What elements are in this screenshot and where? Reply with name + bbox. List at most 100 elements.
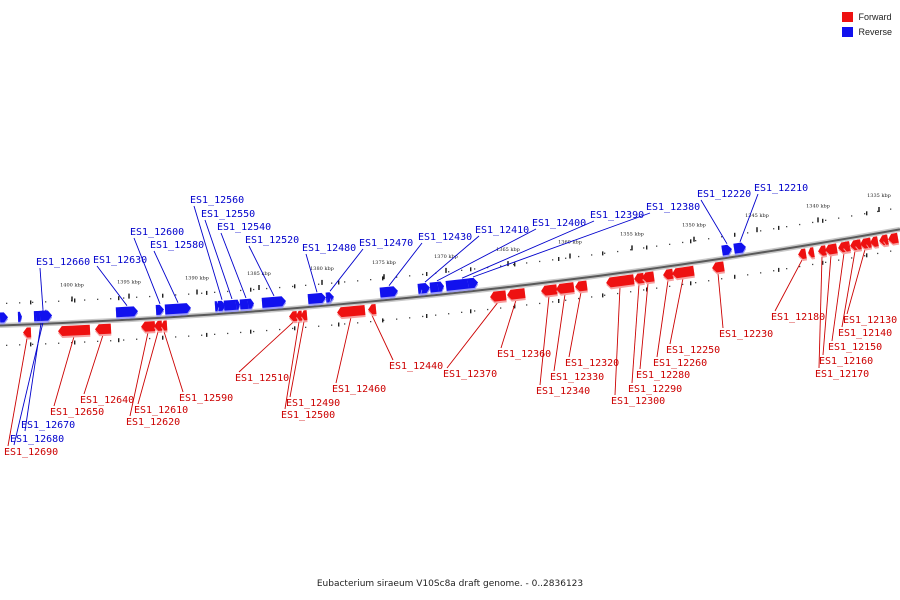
gene-unlabeled[interactable] [437, 281, 445, 294]
gene-label[interactable]: ES1_12290 [628, 384, 682, 395]
gene-es1-12170[interactable] [817, 245, 828, 258]
gene-label[interactable]: ES1_12520 [245, 235, 299, 246]
gene-es1-12430[interactable] [379, 286, 399, 300]
gene-label[interactable]: ES1_12370 [443, 369, 497, 380]
gene-label[interactable]: ES1_12160 [819, 356, 873, 367]
gene-es1-12510[interactable] [289, 310, 298, 324]
gene-unlabeled[interactable] [882, 234, 890, 248]
gene-label[interactable]: ES1_12600 [130, 227, 184, 238]
gene-label[interactable]: ES1_12480 [302, 243, 356, 254]
gene-label[interactable]: ES1_12330 [550, 372, 604, 383]
gene-es1-12360[interactable] [506, 288, 526, 302]
gene-label[interactable]: ES1_12400 [532, 218, 586, 229]
gene-unlabeled[interactable] [807, 247, 816, 260]
gene-es1-12210[interactable] [733, 242, 747, 256]
gene-es1-12590[interactable] [161, 320, 168, 333]
gene-label[interactable]: ES1_12140 [838, 328, 892, 339]
gene-es1-12580[interactable] [164, 303, 192, 317]
gene-es1-12610[interactable] [154, 320, 163, 333]
gene-unlabeled[interactable] [326, 292, 332, 305]
gene-label[interactable]: ES1_12590 [179, 393, 233, 404]
gene-label[interactable]: ES1_12360 [497, 349, 551, 360]
gene-label[interactable]: ES1_12150 [828, 342, 882, 353]
gene-es1-12620[interactable] [141, 321, 156, 334]
gene-es1-12600[interactable] [155, 304, 165, 318]
gene-label[interactable]: ES1_12170 [815, 369, 869, 380]
gene-es1-12230[interactable] [711, 261, 725, 275]
gene-unlabeled[interactable] [0, 312, 9, 325]
gene-unlabeled[interactable] [865, 237, 873, 251]
gene-label[interactable]: ES1_12180 [771, 312, 825, 323]
gene-es1-12250[interactable] [671, 265, 695, 281]
gene-es1-12180[interactable] [797, 248, 808, 262]
gene-es1-12500[interactable] [296, 310, 303, 323]
gene-label[interactable]: ES1_12650 [50, 407, 104, 418]
gene-unlabeled[interactable] [417, 283, 423, 296]
gene-label[interactable]: ES1_12390 [590, 210, 644, 221]
gene-label[interactable]: ES1_12230 [719, 329, 773, 340]
gene-es1-12370[interactable] [489, 290, 507, 304]
gene-label[interactable]: ES1_12550 [201, 209, 255, 220]
guide-dot [383, 319, 385, 321]
gene-es1-12380[interactable] [467, 277, 479, 291]
gene-label[interactable]: ES1_12610 [134, 405, 188, 416]
gene-es1-12640[interactable] [95, 323, 112, 337]
gene-es1-12320[interactable] [574, 280, 588, 294]
gene-label[interactable]: ES1_12410 [475, 225, 529, 236]
gene-label[interactable]: ES1_12670 [21, 420, 75, 431]
gene-es1-12520[interactable] [261, 296, 287, 310]
gene-es1-12330[interactable] [555, 282, 575, 296]
gene-label[interactable]: ES1_12490 [286, 398, 340, 409]
gene-es1-12300[interactable] [605, 274, 635, 290]
gene-es1-12690[interactable] [23, 327, 32, 340]
gene-label[interactable]: ES1_12560 [190, 195, 244, 206]
gene-label[interactable]: ES1_12580 [150, 240, 204, 251]
gene-unlabeled[interactable] [235, 299, 241, 312]
gene-label[interactable]: ES1_12620 [126, 417, 180, 428]
gene-unlabeled[interactable] [214, 301, 220, 314]
gene-label[interactable]: ES1_12280 [636, 370, 690, 381]
gene-label[interactable]: ES1_12470 [359, 238, 413, 249]
gene-label[interactable]: ES1_12380 [646, 202, 700, 213]
gene-es1-12650[interactable] [58, 324, 91, 339]
gene-label[interactable]: ES1_12250 [666, 345, 720, 356]
gene-unlabeled[interactable] [887, 232, 900, 247]
gene-label[interactable]: ES1_12460 [332, 384, 386, 395]
gene-es1-12410[interactable] [419, 283, 431, 296]
gene-label[interactable]: ES1_12340 [536, 386, 590, 397]
gene-es1-12260[interactable] [662, 268, 674, 282]
guide-dot [396, 318, 398, 320]
gene-label[interactable]: ES1_12430 [418, 232, 472, 243]
gene-label[interactable]: ES1_12440 [389, 361, 443, 372]
gene-label[interactable]: ES1_12640 [80, 395, 134, 406]
gene-es1-12680[interactable] [39, 310, 53, 323]
gene-es1-12460[interactable] [337, 305, 366, 320]
gene-label[interactable]: ES1_12130 [843, 315, 897, 326]
gene-es1-12630[interactable] [115, 306, 139, 320]
gene-es1-12290[interactable] [633, 272, 645, 286]
gene-es1-12440[interactable] [368, 304, 377, 317]
gene-label[interactable]: ES1_12210 [754, 183, 808, 194]
gene-unlabeled[interactable] [869, 236, 880, 249]
gene-label[interactable]: ES1_12500 [281, 410, 335, 421]
gene-unlabeled[interactable] [854, 239, 863, 252]
gene-unlabeled[interactable] [842, 241, 851, 254]
gene-label[interactable]: ES1_12680 [10, 434, 64, 445]
gene-es1-12480[interactable] [307, 292, 327, 307]
gene-label[interactable]: ES1_12630 [93, 255, 147, 266]
gene-label[interactable]: ES1_12660 [36, 257, 90, 268]
gene-label[interactable]: ES1_12300 [611, 396, 665, 407]
gene-label[interactable]: ES1_12320 [565, 358, 619, 369]
gene-es1-12160[interactable] [824, 243, 839, 257]
gene-es1-12220[interactable] [721, 244, 733, 258]
gene-es1-12280[interactable] [641, 271, 655, 285]
gene-label[interactable]: ES1_12540 [217, 222, 271, 233]
gene-label[interactable]: ES1_12510 [235, 373, 289, 384]
gene-unlabeled[interactable] [247, 298, 255, 311]
gene-label[interactable]: ES1_12220 [697, 189, 751, 200]
gene-es1-12340[interactable] [540, 284, 558, 298]
gene-label[interactable]: ES1_12260 [653, 358, 707, 369]
gene-es1-12490[interactable] [301, 310, 308, 323]
gene-unlabeled[interactable] [17, 311, 23, 324]
gene-label[interactable]: ES1_12690 [4, 447, 58, 458]
